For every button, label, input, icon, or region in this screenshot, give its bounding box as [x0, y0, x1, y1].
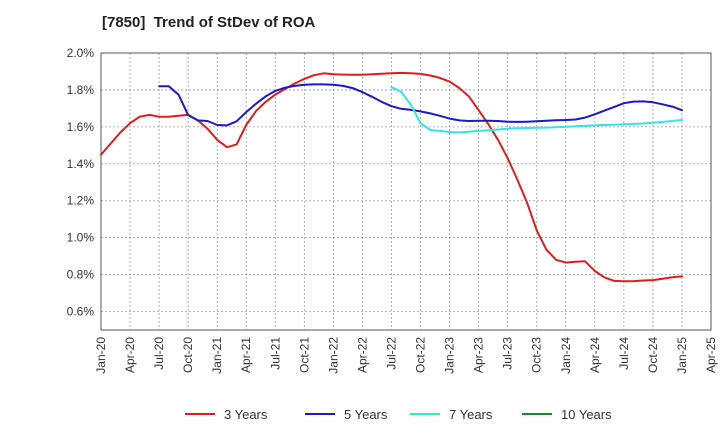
y-tick-label: 1.8%	[67, 83, 95, 97]
x-tick-label: Jan-24	[559, 337, 573, 374]
x-tick-label: Oct-23	[530, 337, 544, 373]
series-line-7-years	[390, 86, 683, 134]
x-tick-label: Jan-23	[443, 337, 457, 374]
y-tick-label: 2.0%	[67, 46, 95, 60]
x-tick-label: Oct-24	[646, 337, 660, 373]
x-tick-label: Jul-20	[152, 337, 166, 370]
legend-label-3-years: 3 Years	[224, 407, 268, 422]
x-tick-label: Jul-24	[617, 337, 631, 370]
x-tick-label: Apr-21	[239, 337, 253, 373]
x-tick-label: Apr-25	[704, 337, 718, 373]
y-tick-label: 1.0%	[67, 231, 95, 245]
x-tick-label: Oct-21	[297, 337, 311, 373]
y-tick-label: 1.4%	[67, 157, 95, 171]
y-tick-label: 0.6%	[67, 305, 95, 319]
x-tick-label: Jan-21	[210, 337, 224, 374]
legend-label-5-years: 5 Years	[344, 407, 388, 422]
x-tick-label: Apr-23	[472, 337, 486, 373]
x-tick-label: Jul-23	[501, 337, 515, 370]
y-tick-label: 1.6%	[67, 120, 95, 134]
legend: 3 Years 5 Years 7 Years 10 Years	[185, 407, 612, 422]
chart-title: [7850] Trend of StDev of ROA	[102, 14, 316, 31]
x-tick-label: Jul-22	[384, 337, 398, 370]
y-tick-label: 0.8%	[67, 268, 95, 282]
x-tick-label: Apr-20	[123, 337, 137, 373]
x-tick-label: Jan-20	[94, 337, 108, 374]
legend-label-7-years: 7 Years	[449, 407, 493, 422]
x-tick-label: Oct-20	[181, 337, 195, 373]
legend-label-10-years: 10 Years	[561, 407, 612, 422]
series-line-5-years	[158, 83, 683, 127]
y-tick-label: 1.2%	[67, 194, 95, 208]
x-tick-label: Apr-22	[355, 337, 369, 373]
x-tick-label: Jan-25	[675, 337, 689, 374]
plot-frame	[100, 52, 712, 331]
x-tick-label: Apr-24	[588, 337, 602, 373]
series-layer	[100, 71, 683, 283]
y-axis-ticks: 0.6% 0.8% 1.0% 1.2% 1.4% 1.6% 1.8% 2.0%	[67, 46, 95, 319]
x-axis-ticks: Jan-20 Apr-20 Jul-20 Oct-20 Jan-21 Apr-21 Jul-…	[94, 337, 718, 374]
x-tick-label: Jan-22	[326, 337, 340, 374]
grid-layer	[100, 52, 712, 330]
x-tick-label: Jul-21	[268, 337, 282, 370]
x-tick-label: Oct-22	[414, 337, 428, 373]
